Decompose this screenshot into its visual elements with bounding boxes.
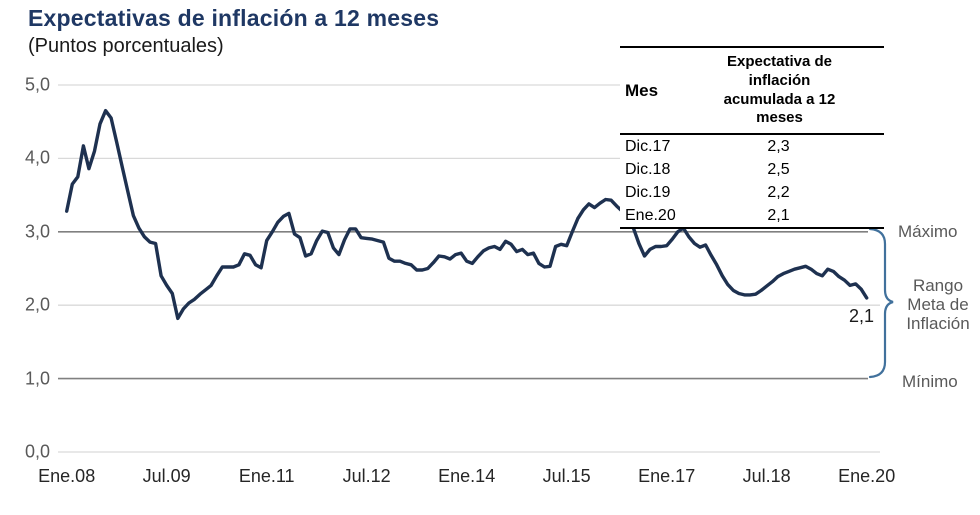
x-tick-label: Ene.20 (838, 466, 896, 486)
table-header-mes: Mes (620, 46, 701, 135)
range-brace (868, 227, 894, 379)
table-cell-value: 2,2 (767, 183, 790, 201)
y-tick-label: 5,0 (24, 74, 50, 95)
table-header-line1: Expectativa de inflación (726, 53, 833, 89)
rango-label-line1: Rango (912, 276, 964, 295)
x-tick-label: Jul.09 (142, 466, 191, 486)
table-cell-mes: Dic.18 (625, 160, 671, 178)
x-tick-label: Jul.12 (342, 466, 391, 486)
page-subtitle: (Puntos porcentuales) (28, 35, 224, 57)
page-title: Expectativas de inflación a 12 meses (28, 5, 440, 31)
minimo-label: Mínimo (902, 372, 958, 391)
table-cell-value: 2,1 (701, 204, 884, 229)
gridlines (58, 84, 880, 453)
x-tick-label: Ene.08 (38, 466, 96, 486)
table-cell-mes: Dic.17 (625, 137, 671, 155)
table-header-expectativa: Expectativa de inflación acumulada a 12 … (701, 46, 884, 135)
x-tick-label: Ene.17 (638, 466, 696, 486)
y-tick-label: 2,0 (24, 294, 50, 315)
y-tick-label: 3,0 (24, 221, 50, 242)
series-line (64, 108, 869, 321)
y-tick-label: 0,0 (24, 441, 50, 462)
summary-table: Mes Expectativa de inflación acumulada a… (620, 46, 884, 229)
last-value-label: 2,1 (849, 306, 875, 326)
table-cell-mes: Dic.19 (625, 183, 671, 201)
rango-label-line2: Meta de (907, 295, 969, 314)
y-tick-label: 4,0 (24, 147, 50, 168)
maximo-label: Máximo (898, 222, 958, 241)
x-tick-label: Ene.11 (238, 466, 295, 486)
table-row: Dic.19 2,2 (620, 181, 884, 204)
table-cell-value: 2,5 (767, 160, 790, 178)
table-cell-mes: Ene.20 (620, 204, 701, 229)
table-row: Dic.17 2,3 (620, 134, 884, 158)
table-cell-value: 2,3 (767, 137, 790, 155)
table-header-row: Mes Expectativa de inflación acumulada a… (620, 46, 884, 135)
x-tick-label: Jul.15 (542, 466, 591, 486)
rango-meta-label: Rango Meta de Inflación (897, 276, 979, 333)
rango-label-line3: Inflación (906, 314, 970, 333)
table-header-line2: acumulada a 12 meses (723, 90, 836, 127)
table-row: Ene.20 2,1 (620, 204, 884, 229)
x-tick-label: Ene.14 (438, 466, 496, 486)
x-tick-label: Jul.18 (742, 466, 791, 486)
y-tick-label: 1,0 (24, 368, 50, 389)
table-row: Dic.18 2,5 (620, 158, 884, 181)
